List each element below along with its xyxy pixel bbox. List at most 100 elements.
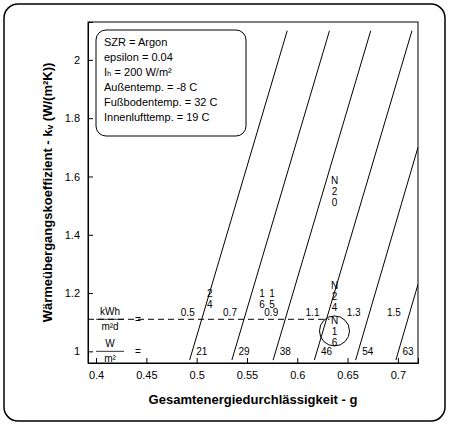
annotation: N16 — [331, 315, 338, 348]
line-value-label: 63 — [402, 346, 414, 357]
y-tick: 1.2 — [65, 287, 93, 299]
annotation-char: 4 — [207, 299, 213, 310]
unit-numerator: W — [105, 338, 115, 349]
line-value-label: 38 — [280, 346, 292, 357]
series-line — [273, 31, 371, 360]
annotations: 241615N20N24N16 — [207, 175, 350, 348]
x-tick-mark — [348, 358, 349, 363]
line-value-label: 0.7 — [223, 307, 237, 318]
chart-svg: 0.40.450.50.550.60.650.711.21.41.61.82Ge… — [0, 0, 449, 425]
y-tick-label: 1.4 — [65, 229, 80, 241]
x-tick-label: 0.45 — [136, 369, 157, 381]
x-tick: 0.65 — [337, 358, 358, 381]
x-tick-mark — [297, 358, 298, 363]
plot-frame — [88, 22, 418, 363]
chart-container: 0.40.450.50.550.60.650.711.21.41.61.82Ge… — [0, 0, 449, 425]
unit-denominator: m²d — [101, 321, 118, 332]
line-value-label: 21 — [196, 346, 208, 357]
y-axis-title: Wärmeübergangskoeffizient - kᵥ (W/(m²K)) — [40, 63, 55, 323]
x-tick-label: 0.55 — [237, 369, 258, 381]
annotation-char: N — [331, 175, 338, 186]
unit-fraction-bar — [96, 351, 124, 352]
line-value-label: 1.5 — [387, 307, 401, 318]
annotation-char: 1 — [269, 288, 275, 299]
info-box-line: Innenlufttemp. = 19 C — [104, 111, 210, 123]
series-line — [314, 31, 412, 360]
annotation-char: 2 — [332, 291, 338, 302]
line-value-label: 0.5 — [181, 307, 195, 318]
line-value-label: 1.3 — [347, 307, 361, 318]
x-tick-mark — [247, 358, 248, 363]
line-value-label: 1.1 — [306, 307, 320, 318]
y-tick-label: 1 — [74, 345, 80, 357]
x-axis-title: Gesamtenergiedurchlässigkeit - g — [149, 392, 358, 407]
annotation: N20 — [331, 175, 338, 208]
line-labels: kWhm²d=0.50.70.91.11.31.5Wm²=21293846546… — [96, 306, 414, 364]
plot-marks — [88, 31, 418, 360]
annotation: 24 — [207, 288, 213, 310]
y-tick: 2 — [74, 54, 93, 66]
annotation-char: 2 — [207, 288, 213, 299]
equals-sign: = — [135, 314, 141, 325]
y-axis-line — [89, 23, 94, 364]
y-tick: 1 — [74, 345, 93, 357]
x-tick: 0.55 — [237, 358, 258, 381]
y-tick-mark — [88, 60, 93, 61]
annotation-char: 1 — [332, 326, 338, 337]
outer-frame — [4, 4, 445, 421]
x-tick-label: 0.5 — [190, 369, 205, 381]
x-axis-line — [89, 358, 419, 364]
annotation-circle — [319, 316, 349, 346]
y-tick-mark — [88, 235, 93, 236]
line-value-label: 29 — [238, 346, 250, 357]
y-tick-label: 1.8 — [65, 112, 80, 124]
info-box-frame — [96, 30, 246, 136]
x-tick: 0.45 — [136, 358, 157, 381]
annotation-char: N — [331, 280, 338, 291]
info-box-line: Iₕ = 200 W/m² — [104, 66, 172, 78]
x-axis: 0.4 0.45 0.5 0.55 0.6 0.65 0.7 — [89, 358, 419, 381]
annotation-char: 2 — [332, 186, 338, 197]
y-axis: 1 1.2 1.4 1.6 1.8 2 — [65, 23, 93, 364]
y-tick-mark — [88, 351, 93, 352]
info-box-line: epsilon = 0.04 — [104, 51, 173, 63]
x-tick-label: 0.4 — [89, 369, 104, 381]
y-tick-label: 1.6 — [65, 170, 80, 182]
y-tick: 1.8 — [65, 112, 93, 124]
annotation-char: 1 — [259, 288, 265, 299]
x-tick: 0.7 — [391, 358, 406, 381]
equals-sign: = — [135, 346, 141, 357]
x-tick: 0.4 — [89, 358, 104, 381]
reference-line — [88, 319, 329, 320]
x-tick-mark — [398, 358, 399, 363]
unit-denominator: m² — [104, 353, 116, 364]
x-tick-mark — [146, 358, 147, 363]
unit-numerator: kWh — [100, 306, 120, 317]
y-tick-label: 1.2 — [65, 287, 80, 299]
info-box: SZR = Argonepsilon = 0.04Iₕ = 200 W/m²Au… — [96, 30, 246, 136]
y-tick-mark — [88, 118, 93, 119]
annotation: 16 — [259, 288, 265, 310]
series-line — [396, 284, 418, 360]
x-tick-label: 0.7 — [391, 369, 406, 381]
annotation-char: 5 — [269, 299, 275, 310]
x-tick-label: 0.6 — [290, 369, 305, 381]
annotation: 15 — [269, 288, 275, 310]
y-tick-label: 2 — [74, 54, 80, 66]
series-line — [232, 31, 330, 360]
unit-fraction-bar — [96, 319, 124, 320]
x-tick-mark — [96, 358, 97, 363]
y-tick-mark — [88, 293, 93, 294]
y-tick: 1.4 — [65, 229, 93, 241]
y-tick: 1.6 — [65, 170, 93, 182]
y-tick-mark — [88, 176, 93, 177]
line-value-label: 54 — [362, 346, 374, 357]
series-line — [356, 147, 418, 360]
x-tick: 0.5 — [190, 358, 205, 381]
annotation: N24 — [331, 280, 338, 313]
annotation-char: 4 — [332, 302, 338, 313]
line-value-label: 46 — [321, 346, 333, 357]
info-box-line: Fußbodentemp. = 32 C — [104, 96, 217, 108]
info-box-line: SZR = Argon — [104, 36, 167, 48]
annotation-char: 6 — [259, 299, 265, 310]
